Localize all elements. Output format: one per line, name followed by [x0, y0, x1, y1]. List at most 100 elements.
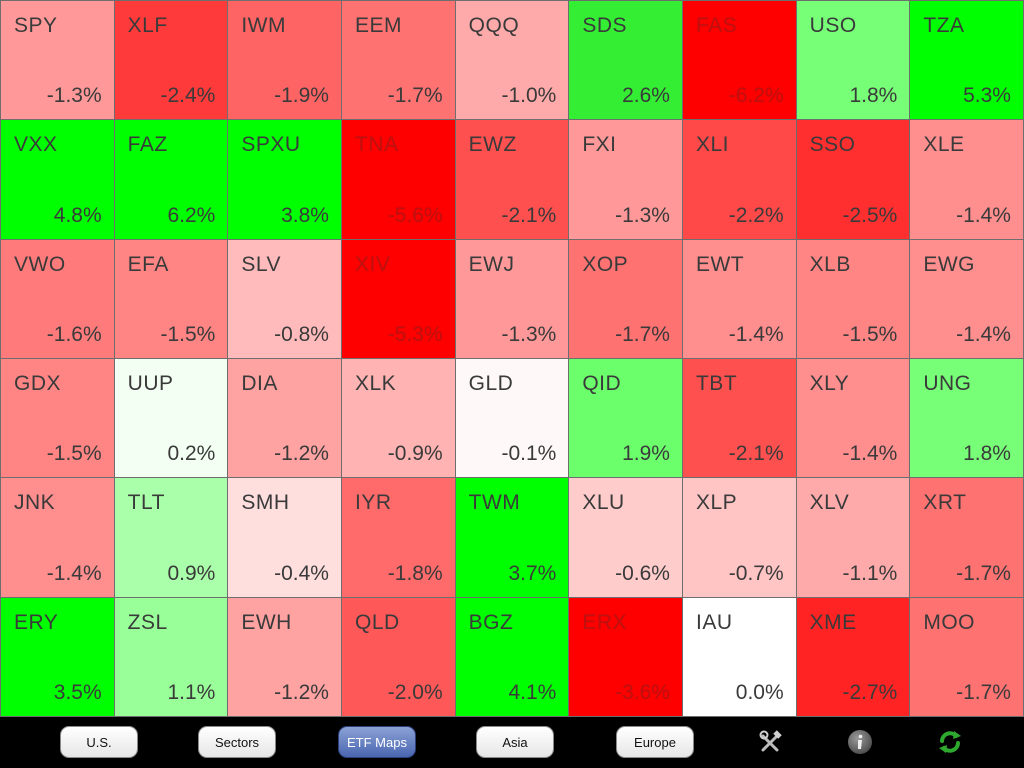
tile-smh[interactable]: SMH -0.4% [228, 478, 341, 597]
tile-change: -2.1% [501, 203, 557, 227]
tile-ewj[interactable]: EWJ -1.3% [455, 239, 569, 358]
tile-symbol: EWH [241, 610, 292, 634]
tile-symbol: EWG [923, 252, 975, 276]
tile-qqq[interactable]: QQQ -1.0% [455, 1, 569, 120]
tile-change: -5.3% [387, 323, 443, 346]
tile-change: 5.3% [963, 84, 1011, 108]
tile-symbol: EWJ [468, 252, 515, 276]
tile-ewt[interactable]: EWT -1.4% [682, 239, 796, 358]
tile-sso[interactable]: SSO -2.5% [796, 120, 910, 239]
tile-change: -1.2% [274, 442, 329, 466]
tile-qid[interactable]: QID 1.9% [569, 359, 682, 478]
info-icon[interactable] [846, 728, 874, 756]
tile-change: -5.6% [387, 203, 443, 227]
etf-maps-button[interactable]: ETF Maps [338, 726, 416, 758]
tile-twm[interactable]: TWM 3.7% [455, 478, 569, 597]
europe-button[interactable]: Europe [616, 726, 694, 758]
tile-ery[interactable]: ERY 3.5% [1, 597, 114, 716]
tile-symbol: EEM [354, 14, 402, 37]
tile-symbol: SLV [241, 252, 281, 276]
tile-iau[interactable]: IAU 0.0% [682, 597, 796, 716]
us-button[interactable]: U.S. [60, 726, 138, 758]
tile-xiv[interactable]: XIV -5.3% [341, 239, 455, 358]
tile-symbol: QQQ [468, 14, 520, 37]
tile-symbol: SSO [809, 133, 856, 157]
tile-moo[interactable]: MOO -1.7% [910, 597, 1023, 716]
tile-xly[interactable]: XLY -1.4% [796, 359, 910, 478]
tile-tlt[interactable]: TLT 0.9% [114, 478, 228, 597]
tile-faz[interactable]: FAZ 6.2% [114, 120, 228, 239]
tile-symbol: FAZ [127, 133, 168, 157]
tile-xlk[interactable]: XLK -0.9% [341, 359, 455, 478]
tile-spxu[interactable]: SPXU 3.8% [228, 120, 341, 239]
tile-symbol: IWM [241, 14, 286, 37]
tile-eem[interactable]: EEM -1.7% [341, 1, 455, 120]
tile-qld[interactable]: QLD -2.0% [341, 597, 455, 716]
tile-fxi[interactable]: FXI -1.3% [569, 120, 682, 239]
tile-fas[interactable]: FAS -6.2% [682, 1, 796, 120]
tile-change: -0.6% [615, 561, 670, 585]
tile-xlf[interactable]: XLF -2.4% [114, 1, 228, 120]
tile-symbol: TLT [127, 491, 165, 515]
tile-change: -1.7% [615, 323, 670, 346]
tile-change: -1.6% [46, 323, 102, 346]
tile-change: -1.4% [46, 561, 102, 585]
tile-slv[interactable]: SLV -0.8% [228, 239, 341, 358]
refresh-icon[interactable] [936, 728, 964, 756]
asia-button[interactable]: Asia [476, 726, 554, 758]
tile-change: 4.1% [508, 681, 557, 704]
tile-change: -2.4% [160, 84, 216, 108]
tile-bgz[interactable]: BGZ 4.1% [455, 597, 569, 716]
tile-xop[interactable]: XOP -1.7% [569, 239, 682, 358]
tile-tna[interactable]: TNA -5.6% [341, 120, 455, 239]
tile-change: 1.1% [167, 681, 216, 704]
tile-ewh[interactable]: EWH -1.2% [228, 597, 341, 716]
tile-xrt[interactable]: XRT -1.7% [910, 478, 1023, 597]
tile-sds[interactable]: SDS 2.6% [569, 1, 682, 120]
tile-change: -6.2% [728, 84, 784, 108]
tile-ewg[interactable]: EWG -1.4% [910, 239, 1023, 358]
tile-ewz[interactable]: EWZ -2.1% [455, 120, 569, 239]
tile-spy[interactable]: SPY -1.3% [1, 1, 114, 120]
tile-change: 3.8% [281, 203, 329, 227]
tile-vwo[interactable]: VWO -1.6% [1, 239, 114, 358]
bottom-toolbar: U.S. Sectors ETF Maps Asia Europe [0, 717, 1024, 768]
tile-symbol: GLD [468, 372, 514, 395]
tile-symbol: SMH [241, 491, 290, 515]
tile-symbol: TZA [923, 14, 965, 37]
tile-xli[interactable]: XLI -2.2% [682, 120, 796, 239]
tile-gld[interactable]: GLD -0.1% [455, 359, 569, 478]
tile-iwm[interactable]: IWM -1.9% [228, 1, 341, 120]
tile-uup[interactable]: UUP 0.2% [114, 359, 228, 478]
tile-zsl[interactable]: ZSL 1.1% [114, 597, 228, 716]
tile-change: 1.8% [849, 84, 898, 108]
tile-tbt[interactable]: TBT -2.1% [682, 359, 796, 478]
tile-symbol: IYR [354, 491, 392, 515]
tile-xlu[interactable]: XLU -0.6% [569, 478, 682, 597]
tile-erx[interactable]: ERX -3.6% [569, 597, 682, 716]
tile-xle[interactable]: XLE -1.4% [910, 120, 1023, 239]
tile-gdx[interactable]: GDX -1.5% [1, 359, 114, 478]
tile-tza[interactable]: TZA 5.3% [910, 1, 1023, 120]
tile-efa[interactable]: EFA -1.5% [114, 239, 228, 358]
tile-symbol: TWM [468, 491, 521, 515]
tile-jnk[interactable]: JNK -1.4% [1, 478, 114, 597]
tile-change: -1.3% [501, 323, 557, 346]
tile-xlv[interactable]: XLV -1.1% [796, 478, 910, 597]
sectors-button[interactable]: Sectors [198, 726, 276, 758]
tile-change: -1.0% [501, 84, 557, 108]
tile-symbol: USO [809, 14, 857, 37]
tile-symbol: QID [582, 372, 622, 395]
tile-xme[interactable]: XME -2.7% [796, 597, 910, 716]
tools-icon[interactable] [757, 728, 785, 756]
tile-uso[interactable]: USO 1.8% [796, 1, 910, 120]
tile-change: -0.1% [501, 442, 557, 466]
tile-xlp[interactable]: XLP -0.7% [682, 478, 796, 597]
tile-vxx[interactable]: VXX 4.8% [1, 120, 114, 239]
tile-ung[interactable]: UNG 1.8% [910, 359, 1023, 478]
tile-iyr[interactable]: IYR -1.8% [341, 478, 455, 597]
tile-dia[interactable]: DIA -1.2% [228, 359, 341, 478]
tile-symbol: TBT [695, 372, 738, 395]
tile-xlb[interactable]: XLB -1.5% [796, 239, 910, 358]
